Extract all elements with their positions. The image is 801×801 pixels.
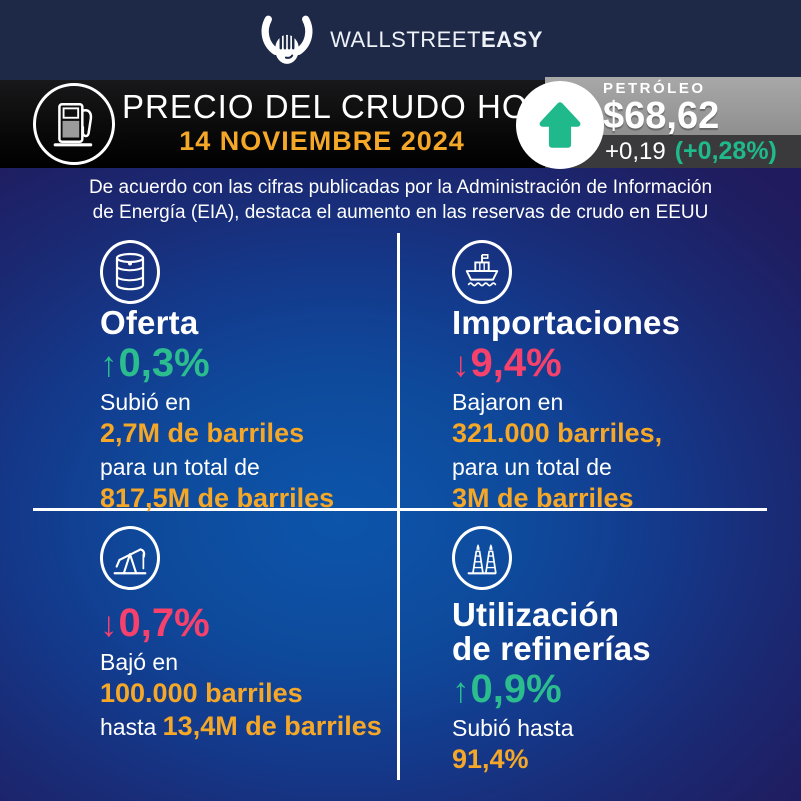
- down-arrow-glyph: ↓: [452, 344, 470, 384]
- vertical-divider: [397, 233, 400, 780]
- oferta-value-1: 2,7M de barriles: [100, 417, 305, 448]
- price-ticker: PETRÓLEO $68,62 +0,19 (+0,28%): [516, 77, 801, 169]
- up-arrow-glyph: ↑: [452, 670, 470, 710]
- bottom-left-label-2: hasta: [100, 714, 163, 740]
- importaciones-value-1: 321.000 barriles,: [452, 417, 663, 448]
- oil-barrel-icon: [100, 240, 160, 304]
- bottom-left-value-2: 13,4M de barriles: [162, 711, 382, 741]
- brand-wordmark-light: WALLSTREET: [330, 27, 481, 52]
- brand-wordmark: WALLSTREETEASY: [330, 27, 543, 53]
- ticker-change-abs: +0,19: [605, 137, 666, 165]
- page-title: PRECIO DEL CRUDO HOY: [122, 88, 552, 125]
- refinerias-percent: ↑0,9%: [452, 668, 752, 710]
- oferta-percent-value: 0,3%: [118, 340, 210, 385]
- importaciones-percent-value: 9,4%: [470, 340, 562, 385]
- quadrant-refinerias: Utilización de refinerías ↑0,9% Subió ha…: [452, 526, 752, 775]
- oferta-value-2: 817,5M de barriles: [100, 482, 335, 513]
- ticker-change-pct: (+0,28%): [674, 137, 777, 165]
- intro-line-1: De acuerdo con las cifras publicadas por…: [88, 177, 713, 198]
- importaciones-label-1: Bajaron en: [452, 388, 564, 415]
- bottom-left-value-1: 100.000 barriles: [100, 678, 303, 708]
- bottom-left-percent-value: 0,7%: [118, 601, 210, 645]
- refinery-towers-icon: [452, 526, 512, 590]
- importaciones-value-2: 3M de barriles: [452, 482, 634, 513]
- price-ticker-change: +0,19 (+0,28%): [545, 135, 801, 168]
- brand-bar: WALLSTREETEASY: [0, 0, 801, 80]
- refinerias-value-1: 91,4%: [452, 743, 529, 774]
- refinerias-title-line-2: de refinerías: [452, 629, 651, 667]
- oferta-title: Oferta: [100, 304, 199, 341]
- infographic-body: De acuerdo con las cifras publicadas por…: [0, 168, 801, 801]
- bottom-left-mixed-line: hasta 13,4M de barriles: [100, 709, 400, 748]
- importaciones-title: Importaciones: [452, 304, 681, 341]
- importaciones-percent: ↓9,4%: [452, 342, 752, 384]
- ticker-price: $68,62: [603, 95, 720, 137]
- oil-pumpjack-icon: [100, 526, 160, 590]
- down-arrow-glyph: ↓: [100, 605, 118, 644]
- page-date: 14 NOVIEMBRE 2024: [179, 125, 465, 156]
- refinerias-percent-value: 0,9%: [470, 666, 562, 711]
- bull-logo-icon: [258, 13, 316, 67]
- oferta-percent: ↑0,3%: [100, 342, 400, 384]
- intro-text: De acuerdo con las cifras publicadas por…: [0, 176, 801, 225]
- cargo-ship-icon: [452, 240, 512, 304]
- oferta-label-2: para un total de: [100, 453, 260, 480]
- fuel-pump-icon: [33, 83, 115, 165]
- up-arrow-glyph: ↑: [100, 344, 118, 384]
- bottom-left-percent: ↓0,7%: [100, 602, 400, 644]
- refinerias-label-1: Subió hasta: [452, 714, 574, 741]
- oferta-label-1: Subió en: [100, 388, 191, 415]
- up-arrow-icon: [516, 81, 604, 169]
- quadrant-bottom-left: ↓0,7% Bajó en 100.000 barriles hasta 13,…: [100, 526, 400, 748]
- ticker-label: PETRÓLEO: [603, 80, 706, 97]
- horizontal-divider: [33, 508, 767, 511]
- intro-line-2: de Energía (EIA), destaca el aumento en …: [92, 201, 709, 223]
- header-titles: PRECIO DEL CRUDO HOY 14 NOVIEMBRE 2024: [122, 88, 552, 157]
- refinerias-title-line-1: Utilización: [452, 596, 620, 633]
- brand-wordmark-bold: EASY: [480, 27, 543, 52]
- importaciones-label-2: para un total de: [452, 453, 612, 480]
- bottom-left-label-1: Bajó en: [100, 649, 179, 675]
- header-bar: PRECIO DEL CRUDO HOY 14 NOVIEMBRE 2024 P…: [0, 77, 801, 169]
- quadrant-importaciones: Importaciones ↓9,4% Bajaron en 321.000 b…: [452, 240, 752, 514]
- quadrant-oferta: Oferta ↑0,3% Subió en 2,7M de barriles p…: [100, 240, 400, 514]
